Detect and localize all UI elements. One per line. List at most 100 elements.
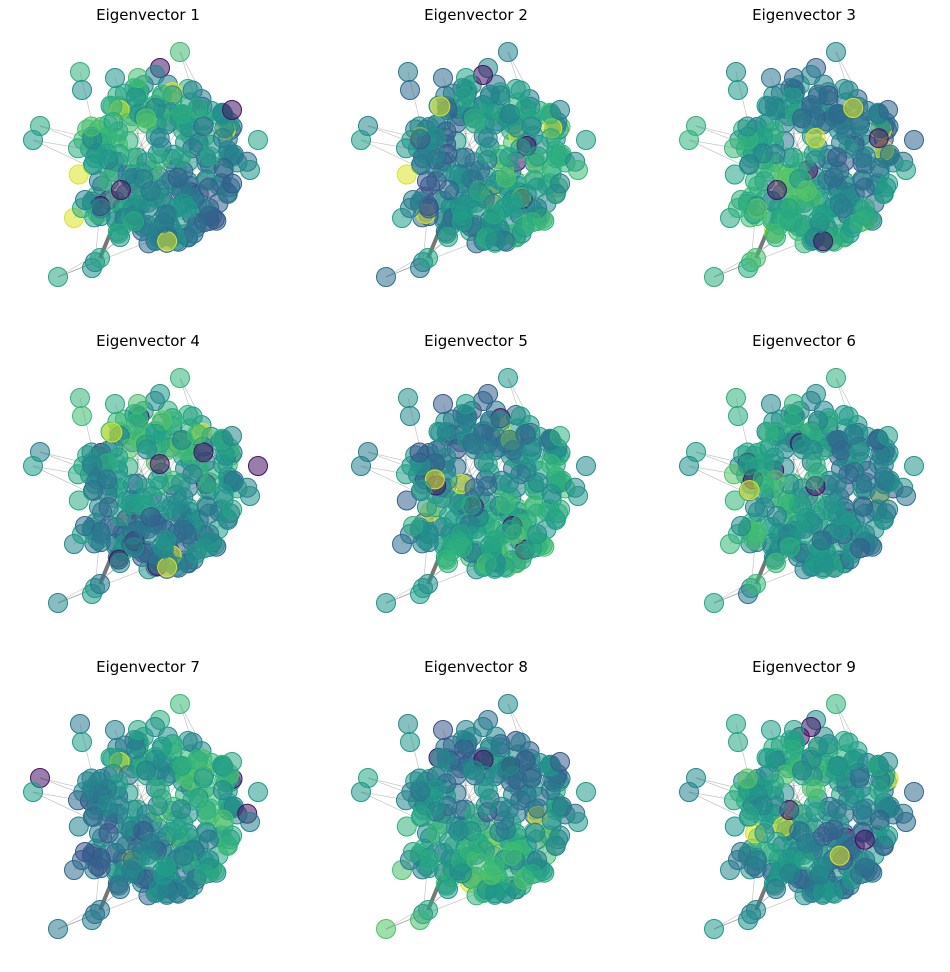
- graph-node: [223, 826, 242, 845]
- network-graph: [328, 356, 628, 646]
- graph-node: [814, 232, 833, 251]
- graph-node: [486, 232, 505, 251]
- panel-eigenvector-7: Eigenvector 7: [0, 652, 316, 972]
- graph-node: [465, 109, 484, 128]
- graph-node: [168, 820, 187, 839]
- graph-node: [522, 443, 541, 462]
- graph-node: [412, 481, 431, 500]
- graph-node: [76, 843, 95, 862]
- graph-node: [569, 487, 588, 506]
- graph-node: [129, 395, 148, 414]
- graph-node: [569, 161, 588, 180]
- graph-node: [195, 213, 214, 232]
- graph-node: [869, 129, 888, 148]
- graph-node: [174, 520, 193, 539]
- graph-node: [793, 109, 812, 128]
- graph-node: [551, 101, 570, 120]
- graph-node: [137, 435, 156, 454]
- graph-node: [401, 407, 420, 426]
- graph-node: [850, 443, 869, 462]
- graph-node: [127, 87, 146, 106]
- graph-node: [452, 864, 471, 883]
- graph-node: [404, 517, 423, 536]
- graph-node: [469, 508, 488, 527]
- graph-node: [141, 182, 160, 201]
- graph-node: [129, 69, 148, 88]
- graph-node: [467, 524, 486, 543]
- graph-node: [249, 131, 268, 150]
- graph-node: [680, 131, 699, 150]
- graph-node: [174, 846, 193, 865]
- graph-node: [111, 228, 130, 247]
- graph-node: [439, 228, 458, 247]
- graph-node: [106, 69, 125, 88]
- graph-node: [168, 168, 187, 187]
- graph-node: [455, 739, 474, 758]
- graph-node: [188, 425, 207, 444]
- graph-node: [511, 733, 530, 752]
- graph-node: [527, 830, 546, 849]
- panel-eigenvector-8: Eigenvector 8: [328, 652, 644, 972]
- graph-node: [729, 81, 748, 100]
- graph-node: [213, 455, 232, 474]
- graph-node: [732, 843, 751, 862]
- panel-title: Eigenvector 5: [328, 332, 624, 350]
- graph-node: [869, 781, 888, 800]
- graph-node: [241, 487, 260, 506]
- graph-node: [797, 508, 816, 527]
- graph-node: [541, 455, 560, 474]
- graph-node: [139, 524, 158, 543]
- panel-title: Eigenvector 9: [656, 658, 950, 676]
- graph-node: [727, 715, 746, 734]
- graph-node: [516, 425, 535, 444]
- graph-node: [577, 457, 596, 476]
- graph-node: [511, 81, 530, 100]
- graph-node: [124, 212, 143, 231]
- graph-node: [740, 155, 759, 174]
- graph-node: [486, 558, 505, 577]
- graph-node: [839, 407, 858, 426]
- graph-node: [183, 407, 202, 426]
- graph-node: [879, 427, 898, 446]
- graph-node: [194, 769, 213, 788]
- graph-node: [905, 457, 924, 476]
- graph-node: [802, 718, 821, 737]
- graph-node: [474, 718, 493, 737]
- graph-node: [474, 392, 493, 411]
- graph-node: [49, 920, 68, 939]
- graph-node: [856, 799, 875, 818]
- graph-node: [780, 212, 799, 231]
- graph-node: [879, 174, 898, 193]
- graph-node: [439, 181, 458, 200]
- graph-node: [502, 846, 521, 865]
- graph-node: [199, 178, 218, 197]
- graph-node: [802, 66, 821, 85]
- graph-node: [150, 455, 169, 474]
- graph-node: [439, 833, 458, 852]
- graph-node: [457, 721, 476, 740]
- graph-node: [484, 205, 503, 224]
- graph-node: [762, 69, 781, 88]
- graph-node: [84, 481, 103, 500]
- graph-node: [124, 864, 143, 883]
- panel-eigenvector-5: Eigenvector 5: [328, 326, 644, 646]
- network-graph: [0, 356, 300, 646]
- graph-node: [474, 66, 493, 85]
- graph-node: [680, 783, 699, 802]
- graph-node: [129, 721, 148, 740]
- graph-node: [223, 174, 242, 193]
- graph-node: [727, 63, 746, 82]
- network-graph: [0, 682, 300, 972]
- graph-node: [377, 594, 396, 613]
- graph-node: [439, 554, 458, 573]
- graph-node: [457, 395, 476, 414]
- graph-node: [759, 97, 778, 116]
- graph-node: [522, 117, 541, 136]
- graph-node: [855, 504, 874, 523]
- graph-node: [73, 407, 92, 426]
- graph-node: [404, 843, 423, 862]
- graph-node: [106, 395, 125, 414]
- graph-node: [158, 884, 177, 903]
- graph-node: [767, 880, 786, 899]
- graph-node: [455, 413, 474, 432]
